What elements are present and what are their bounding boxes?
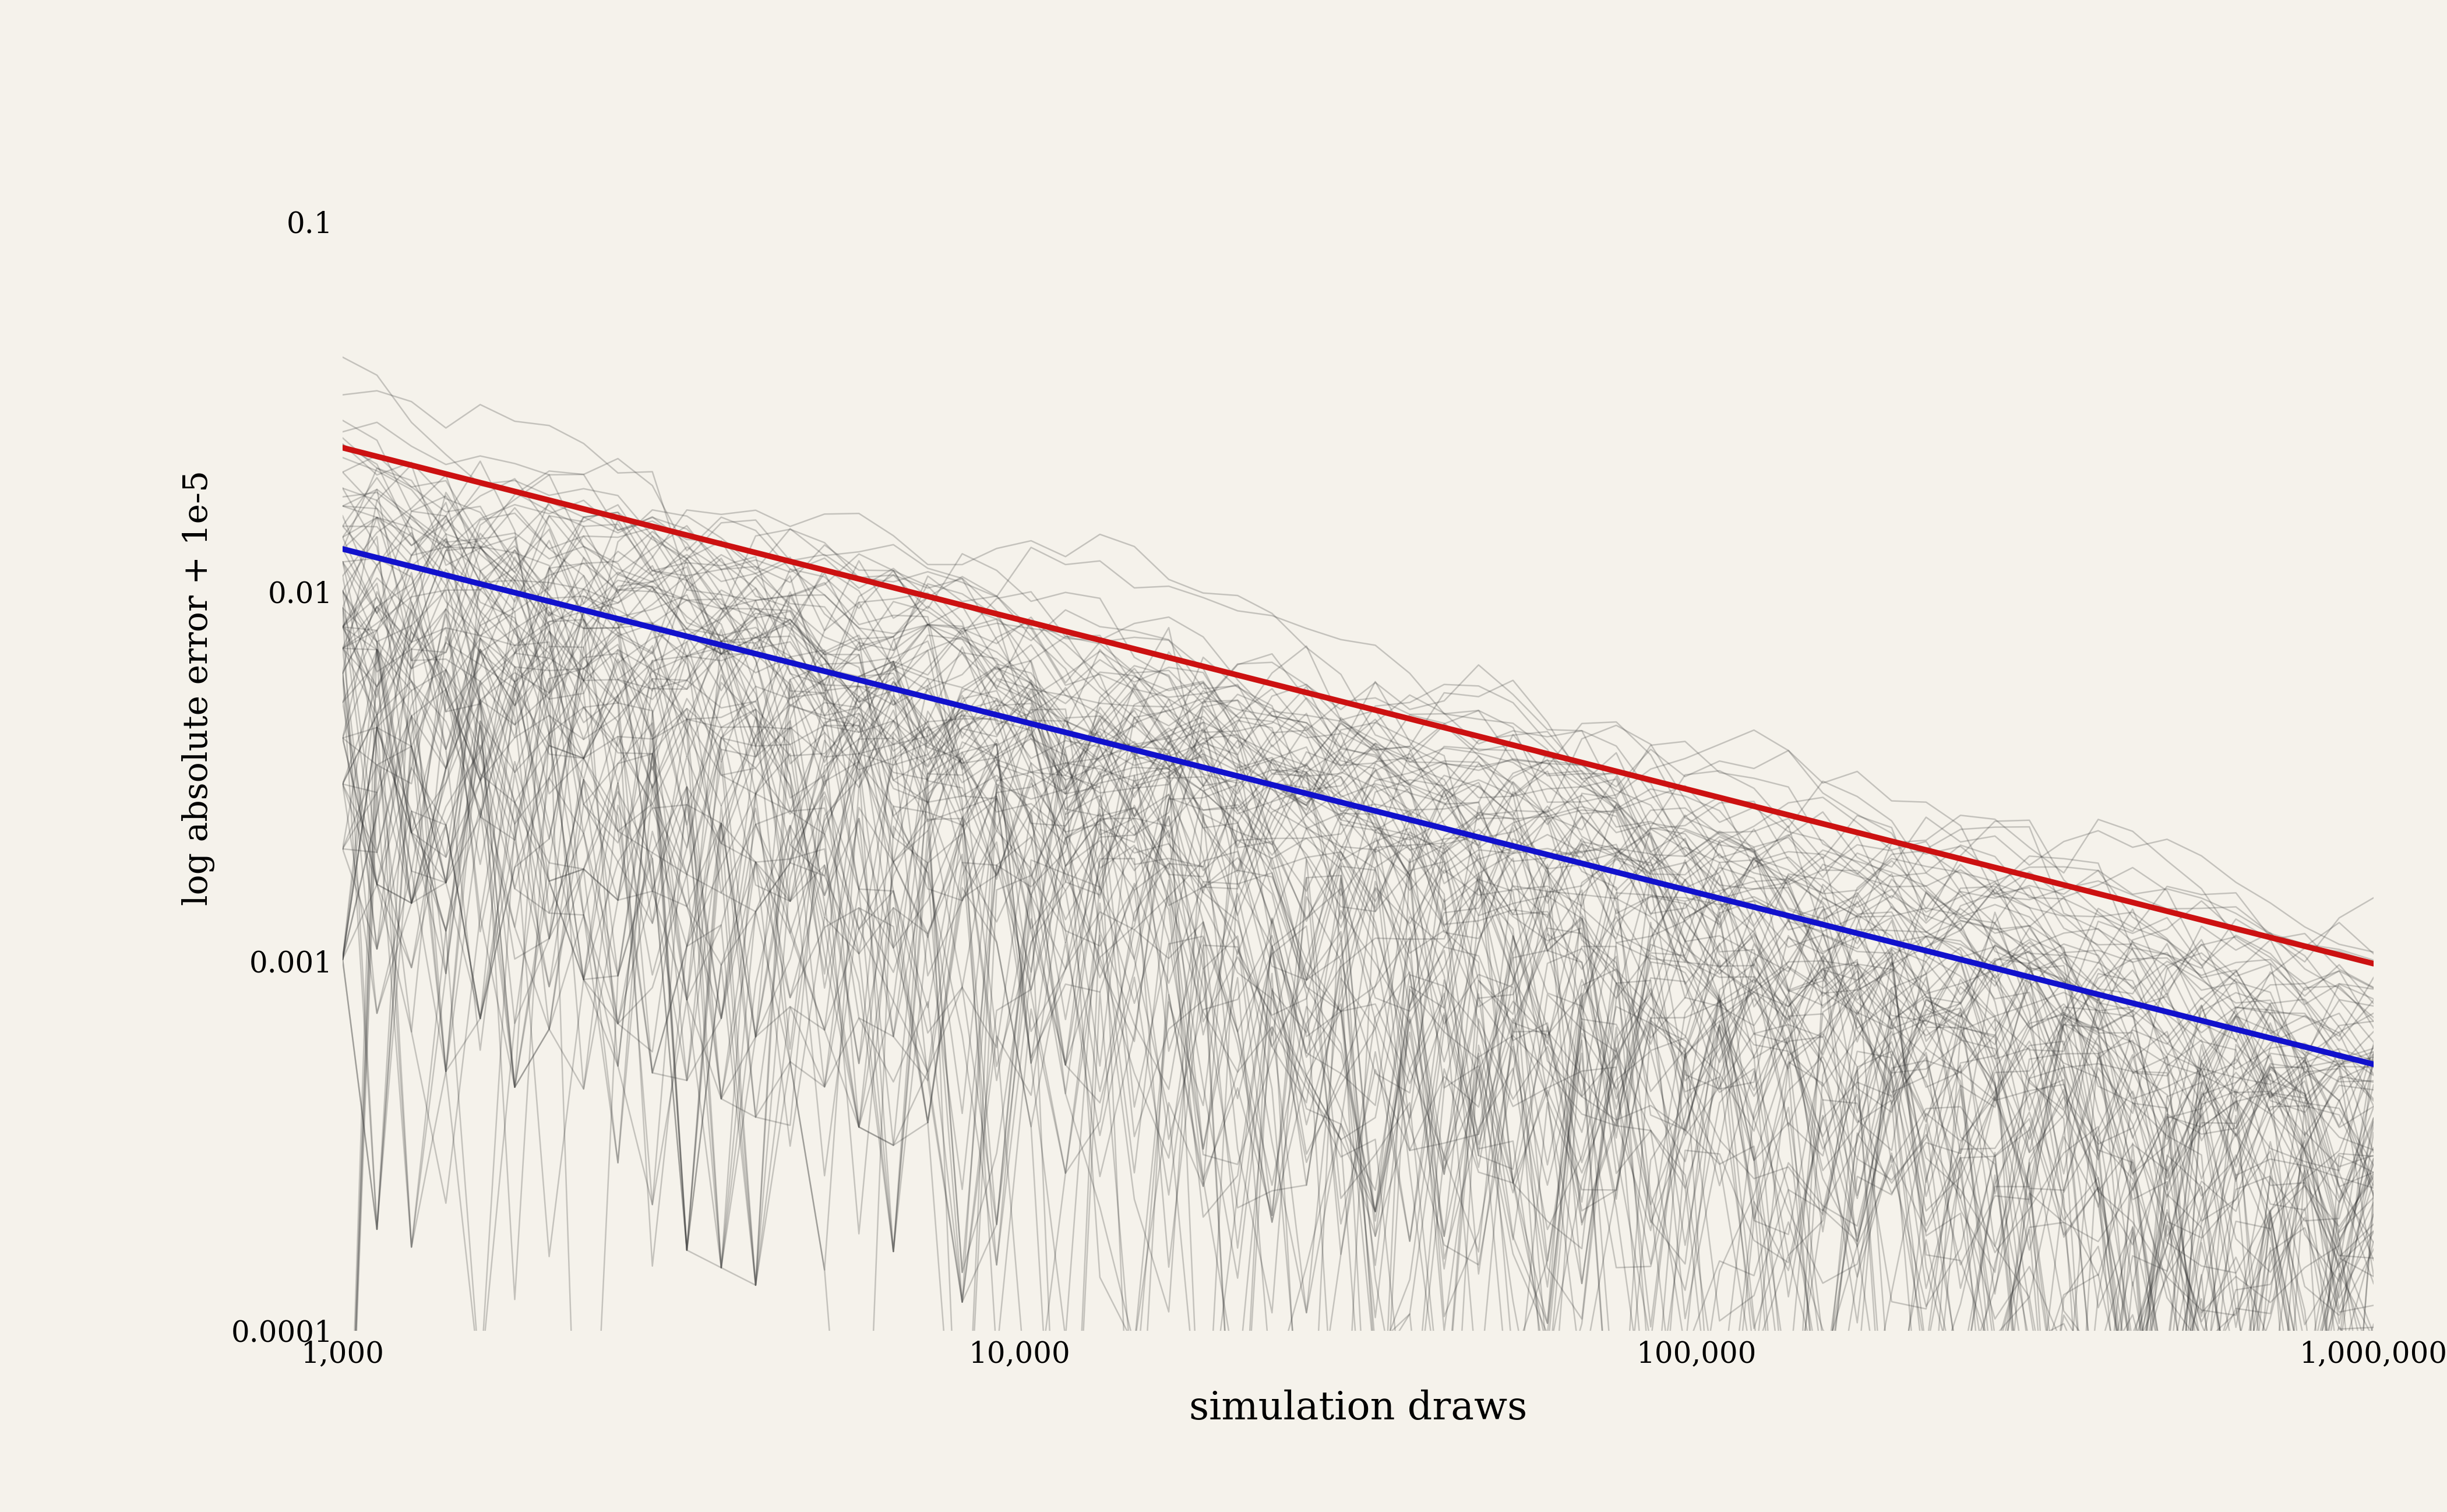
Y-axis label: log absolute error + 1e-5: log absolute error + 1e-5	[181, 470, 215, 906]
X-axis label: simulation draws: simulation draws	[1189, 1390, 1527, 1427]
